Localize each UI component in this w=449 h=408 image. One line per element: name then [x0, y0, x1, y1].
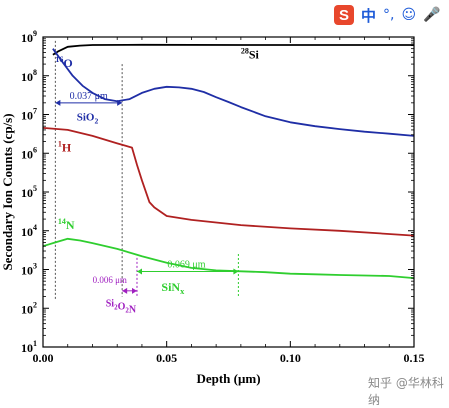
x-tick-label: 0.10 [280, 351, 301, 365]
x-tick-label: 0.15 [404, 351, 425, 365]
series-line-si [52, 43, 414, 56]
annotations: 0.037 μm SiO2 0.069 μm SiNx 0.006 μm Si2O2N 28… [55, 46, 260, 315]
series-line-h [42, 127, 415, 237]
x-tick-label: 0.05 [156, 351, 177, 365]
watermark: 知乎 @华林科纳 [368, 376, 444, 407]
smile-icon[interactable]: ☺ [401, 7, 417, 23]
ime-mode-toggle[interactable]: 中 [361, 6, 377, 25]
x-tick-label: 0.00 [33, 351, 54, 365]
si2o2n-thickness-label: 0.006 μm [93, 275, 127, 285]
si2o2n-thickness-arrow-head-left [122, 287, 128, 294]
y-tick-label: 103 [21, 262, 37, 278]
y-tick-label: 102 [21, 300, 37, 316]
si2o2n-thickness-arrow-head-right [131, 287, 137, 294]
y-tick-label: 109 [21, 29, 37, 45]
sio2-layer-label: SiO2 [77, 111, 99, 125]
si2o2n-layer-label: Si2O2N [106, 298, 137, 315]
series-label-o: 16O [55, 55, 72, 70]
sinx-thickness-arrow-head-right [233, 268, 239, 275]
guide-lines [54, 40, 239, 301]
y-axis-label: Secondary Ion Counts (cp/s) [0, 113, 15, 270]
series-label-h: 1H [58, 139, 72, 154]
sinx-thickness-arrow-head-left [136, 268, 142, 275]
sinx-layer-label: SiNx [161, 280, 185, 296]
microphone-icon[interactable]: 🎤 [423, 7, 441, 23]
series-line-o [52, 48, 415, 137]
y-tick-label: 101 [21, 339, 37, 355]
x-axis-label: Depth (μm) [196, 371, 260, 386]
y-tick-label: 107 [21, 107, 37, 123]
series-line-n [42, 237, 415, 279]
series-label-si: 28Si [241, 46, 260, 61]
sio2-thickness-arrow-head-right [117, 99, 123, 106]
y-tick-label: 106 [21, 145, 37, 161]
ime-toolbar[interactable]: S 中 °, ☺ 🎤 [330, 2, 446, 28]
plot-frame [42, 36, 415, 348]
series-label-n: 14N [58, 217, 75, 232]
sio2-thickness-arrow-head-left [55, 99, 61, 106]
series-lines [42, 43, 415, 279]
sinx-thickness-label: 0.069 μm [167, 259, 205, 270]
sio2-thickness-label: 0.037 μm [70, 91, 108, 102]
ime-logo-icon[interactable]: S [334, 5, 354, 25]
ime-punctuation-toggle[interactable]: °, [383, 7, 395, 23]
y-tick-label: 108 [21, 68, 37, 84]
axis-ticks: 101 102 103 104 105 106 107 108 109 0.00 0.05 0.10 0… [21, 29, 425, 365]
y-tick-label: 104 [21, 223, 37, 239]
y-tick-label: 105 [21, 184, 37, 200]
